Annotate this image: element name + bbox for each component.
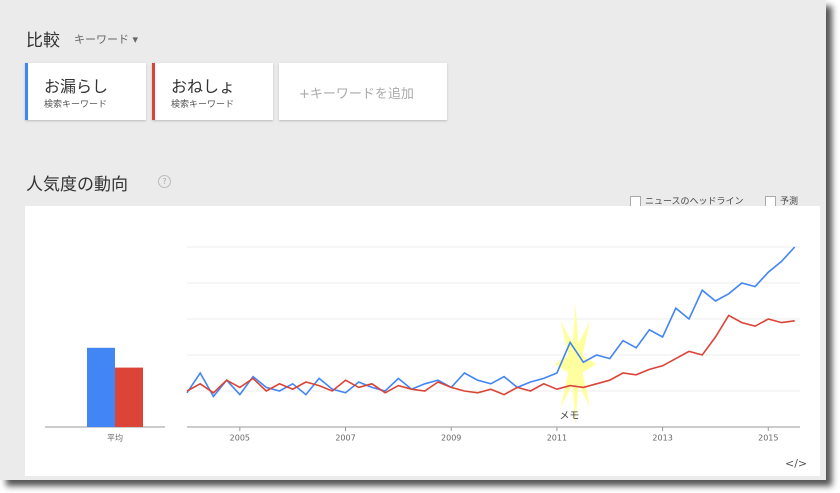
series-line [186,246,796,398]
keyword-card[interactable]: お漏らし 検索キーワード [25,63,146,120]
keyword[interactable]: お漏らし [44,77,109,96]
average-label: 平均 [107,433,123,443]
trends-panel: 比較 キーワード ▾ お漏らし 検索キーワード おねしょ 検索キーワード +キー… [0,0,826,480]
chart: </> 2005 2007 2009 2011 2013 2015 平均 メモ [25,206,820,476]
x-tick-label: 2013 [652,434,672,443]
series-line [186,314,795,396]
average-bar [87,347,115,427]
add-keyword[interactable]: +キーワードを追加 [299,87,414,102]
x-tick-label: 2009 [441,434,461,443]
section-title: 人気度の動向 [26,175,128,195]
forecast-label[interactable]: 予測 [780,197,799,207]
keyword[interactable]: おねしょ [171,77,236,96]
add-keyword-card[interactable]: +キーワードを追加 [279,63,447,120]
annotation-glow [554,303,597,425]
header-title: 比較 [26,31,60,51]
chart-bg [25,206,820,476]
annotation: メモ [559,411,579,422]
dropdown-label[interactable]: キーワード [74,33,129,46]
keyword-dropdown[interactable]: キーワード ▾ [74,33,139,46]
keyword-card[interactable]: おねしょ 検索キーワード [152,63,273,120]
news-label[interactable]: ニュースのヘッドライン [645,197,744,207]
x-tick-label: 2007 [335,434,355,443]
embed-button[interactable]: </> [785,457,807,470]
help-icon[interactable]: ? [158,175,171,188]
keyword-subtitle: 検索キーワード [44,100,108,110]
x-tick-label: 2015 [758,434,778,443]
keyword-subtitle: 検索キーワード [171,100,235,110]
x-tick-label: 2005 [230,434,250,443]
x-tick-label: 2011 [547,434,567,443]
average-bar [115,367,143,427]
